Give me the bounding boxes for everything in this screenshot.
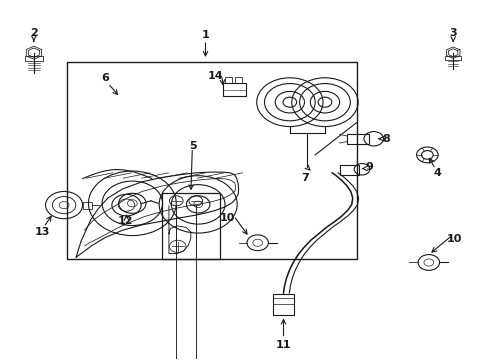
Bar [66,62,356,259]
Text: 10: 10 [446,234,461,244]
Text: 14: 14 [207,71,223,81]
Text: 9: 9 [364,162,372,172]
Text: 1: 1 [201,30,209,40]
Bar [235,77,242,83]
Text: 12: 12 [117,216,133,226]
Text: 7: 7 [301,173,309,183]
Text: 13: 13 [34,227,50,237]
Bar [161,193,220,259]
Text: 11: 11 [275,340,291,350]
Text: 8: 8 [381,134,389,144]
Text: 4: 4 [432,168,440,178]
Bar [25,55,42,60]
Bar [225,77,232,83]
Bar [445,55,460,60]
Bar [272,294,294,315]
Text: 2: 2 [30,28,38,38]
Bar [346,134,368,144]
Bar [222,83,245,96]
Text: 6: 6 [102,73,109,83]
Bar [339,165,358,175]
Text: 10: 10 [219,213,235,222]
Bar [82,202,92,209]
Text: 3: 3 [448,28,456,38]
Text: 5: 5 [189,141,197,151]
